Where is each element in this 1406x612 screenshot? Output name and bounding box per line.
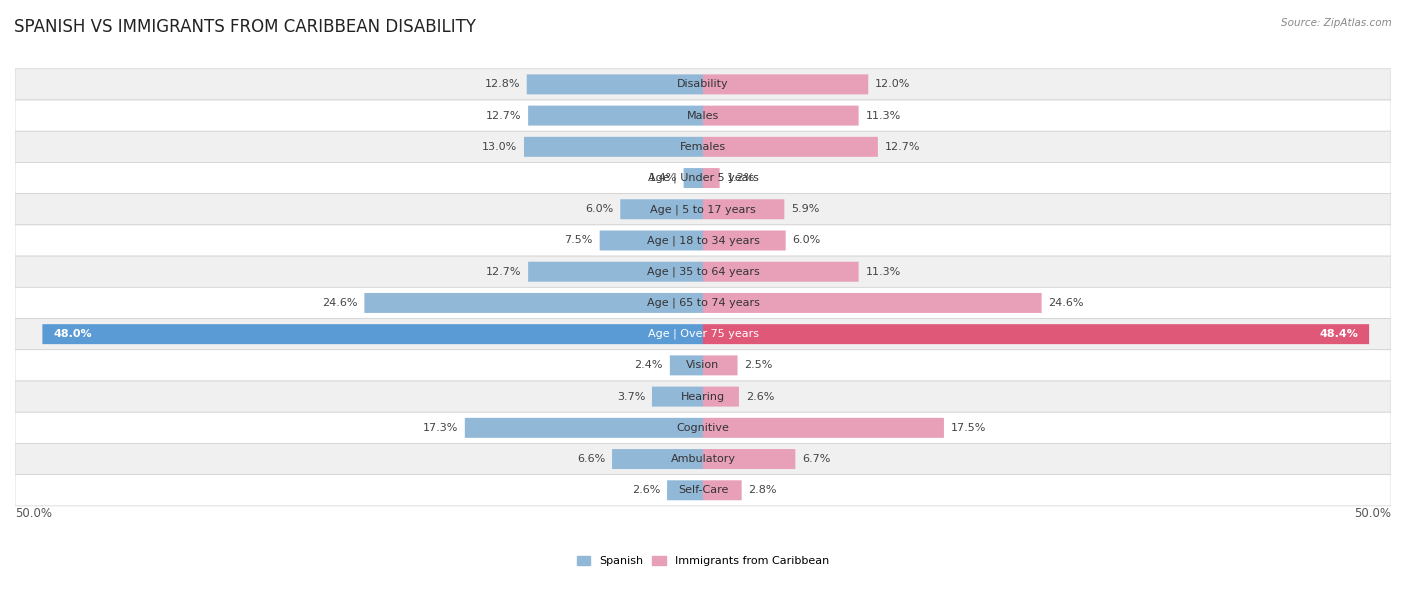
Text: 12.7%: 12.7% xyxy=(884,142,920,152)
FancyBboxPatch shape xyxy=(15,69,1391,100)
Text: Age | Over 75 years: Age | Over 75 years xyxy=(648,329,758,340)
Text: Age | 5 to 17 years: Age | 5 to 17 years xyxy=(650,204,756,215)
FancyBboxPatch shape xyxy=(529,262,703,282)
FancyBboxPatch shape xyxy=(703,262,859,282)
FancyBboxPatch shape xyxy=(703,231,786,250)
FancyBboxPatch shape xyxy=(15,381,1391,412)
FancyBboxPatch shape xyxy=(612,449,703,469)
FancyBboxPatch shape xyxy=(666,480,703,500)
Text: 6.7%: 6.7% xyxy=(801,454,831,464)
Text: SPANISH VS IMMIGRANTS FROM CARIBBEAN DISABILITY: SPANISH VS IMMIGRANTS FROM CARIBBEAN DIS… xyxy=(14,18,477,36)
Text: 2.8%: 2.8% xyxy=(748,485,778,495)
FancyBboxPatch shape xyxy=(15,225,1391,256)
FancyBboxPatch shape xyxy=(703,356,738,375)
Text: 12.0%: 12.0% xyxy=(875,80,910,89)
Text: 48.0%: 48.0% xyxy=(53,329,93,339)
Text: 3.7%: 3.7% xyxy=(617,392,645,401)
Text: 50.0%: 50.0% xyxy=(15,507,52,520)
Text: 17.3%: 17.3% xyxy=(423,423,458,433)
Text: 7.5%: 7.5% xyxy=(565,236,593,245)
FancyBboxPatch shape xyxy=(703,168,720,188)
FancyBboxPatch shape xyxy=(529,106,703,125)
FancyBboxPatch shape xyxy=(15,444,1391,475)
Text: Females: Females xyxy=(681,142,725,152)
Text: 12.8%: 12.8% xyxy=(485,80,520,89)
Text: 6.0%: 6.0% xyxy=(585,204,613,214)
FancyBboxPatch shape xyxy=(703,106,859,125)
Text: 48.4%: 48.4% xyxy=(1319,329,1358,339)
Text: 2.6%: 2.6% xyxy=(631,485,661,495)
FancyBboxPatch shape xyxy=(652,387,703,406)
FancyBboxPatch shape xyxy=(364,293,703,313)
Text: 6.6%: 6.6% xyxy=(576,454,606,464)
FancyBboxPatch shape xyxy=(15,256,1391,287)
Text: Hearing: Hearing xyxy=(681,392,725,401)
FancyBboxPatch shape xyxy=(703,324,1369,344)
FancyBboxPatch shape xyxy=(703,200,785,219)
FancyBboxPatch shape xyxy=(15,412,1391,444)
Text: 24.6%: 24.6% xyxy=(322,298,357,308)
Legend: Spanish, Immigrants from Caribbean: Spanish, Immigrants from Caribbean xyxy=(572,551,834,571)
FancyBboxPatch shape xyxy=(703,137,877,157)
FancyBboxPatch shape xyxy=(620,200,703,219)
FancyBboxPatch shape xyxy=(703,480,742,500)
Text: 11.3%: 11.3% xyxy=(865,111,901,121)
FancyBboxPatch shape xyxy=(703,75,869,94)
Text: 2.6%: 2.6% xyxy=(745,392,775,401)
FancyBboxPatch shape xyxy=(669,356,703,375)
Text: Age | 35 to 64 years: Age | 35 to 64 years xyxy=(647,266,759,277)
FancyBboxPatch shape xyxy=(42,324,703,344)
FancyBboxPatch shape xyxy=(15,350,1391,381)
FancyBboxPatch shape xyxy=(15,319,1391,350)
Text: Ambulatory: Ambulatory xyxy=(671,454,735,464)
FancyBboxPatch shape xyxy=(524,137,703,157)
Text: Age | Under 5 years: Age | Under 5 years xyxy=(648,173,758,184)
Text: Cognitive: Cognitive xyxy=(676,423,730,433)
FancyBboxPatch shape xyxy=(703,418,943,438)
Text: 1.2%: 1.2% xyxy=(727,173,755,183)
Text: 24.6%: 24.6% xyxy=(1049,298,1084,308)
Text: Self-Care: Self-Care xyxy=(678,485,728,495)
Text: 1.4%: 1.4% xyxy=(648,173,676,183)
Text: 2.4%: 2.4% xyxy=(634,360,664,370)
FancyBboxPatch shape xyxy=(600,231,703,250)
FancyBboxPatch shape xyxy=(15,162,1391,193)
Text: 2.5%: 2.5% xyxy=(744,360,773,370)
Text: Age | 65 to 74 years: Age | 65 to 74 years xyxy=(647,297,759,308)
Text: 12.7%: 12.7% xyxy=(486,111,522,121)
Text: Vision: Vision xyxy=(686,360,720,370)
Text: 17.5%: 17.5% xyxy=(950,423,986,433)
Text: 13.0%: 13.0% xyxy=(482,142,517,152)
Text: Age | 18 to 34 years: Age | 18 to 34 years xyxy=(647,235,759,246)
FancyBboxPatch shape xyxy=(15,287,1391,319)
Text: 12.7%: 12.7% xyxy=(486,267,522,277)
Text: Source: ZipAtlas.com: Source: ZipAtlas.com xyxy=(1281,18,1392,28)
Text: 6.0%: 6.0% xyxy=(793,236,821,245)
Text: 11.3%: 11.3% xyxy=(865,267,901,277)
FancyBboxPatch shape xyxy=(15,193,1391,225)
Text: 50.0%: 50.0% xyxy=(1354,507,1391,520)
FancyBboxPatch shape xyxy=(15,100,1391,131)
FancyBboxPatch shape xyxy=(703,387,740,406)
Text: Males: Males xyxy=(688,111,718,121)
FancyBboxPatch shape xyxy=(15,475,1391,506)
FancyBboxPatch shape xyxy=(683,168,703,188)
FancyBboxPatch shape xyxy=(465,418,703,438)
FancyBboxPatch shape xyxy=(703,293,1042,313)
Text: 5.9%: 5.9% xyxy=(792,204,820,214)
FancyBboxPatch shape xyxy=(527,75,703,94)
Text: Disability: Disability xyxy=(678,80,728,89)
FancyBboxPatch shape xyxy=(703,449,796,469)
FancyBboxPatch shape xyxy=(15,131,1391,162)
